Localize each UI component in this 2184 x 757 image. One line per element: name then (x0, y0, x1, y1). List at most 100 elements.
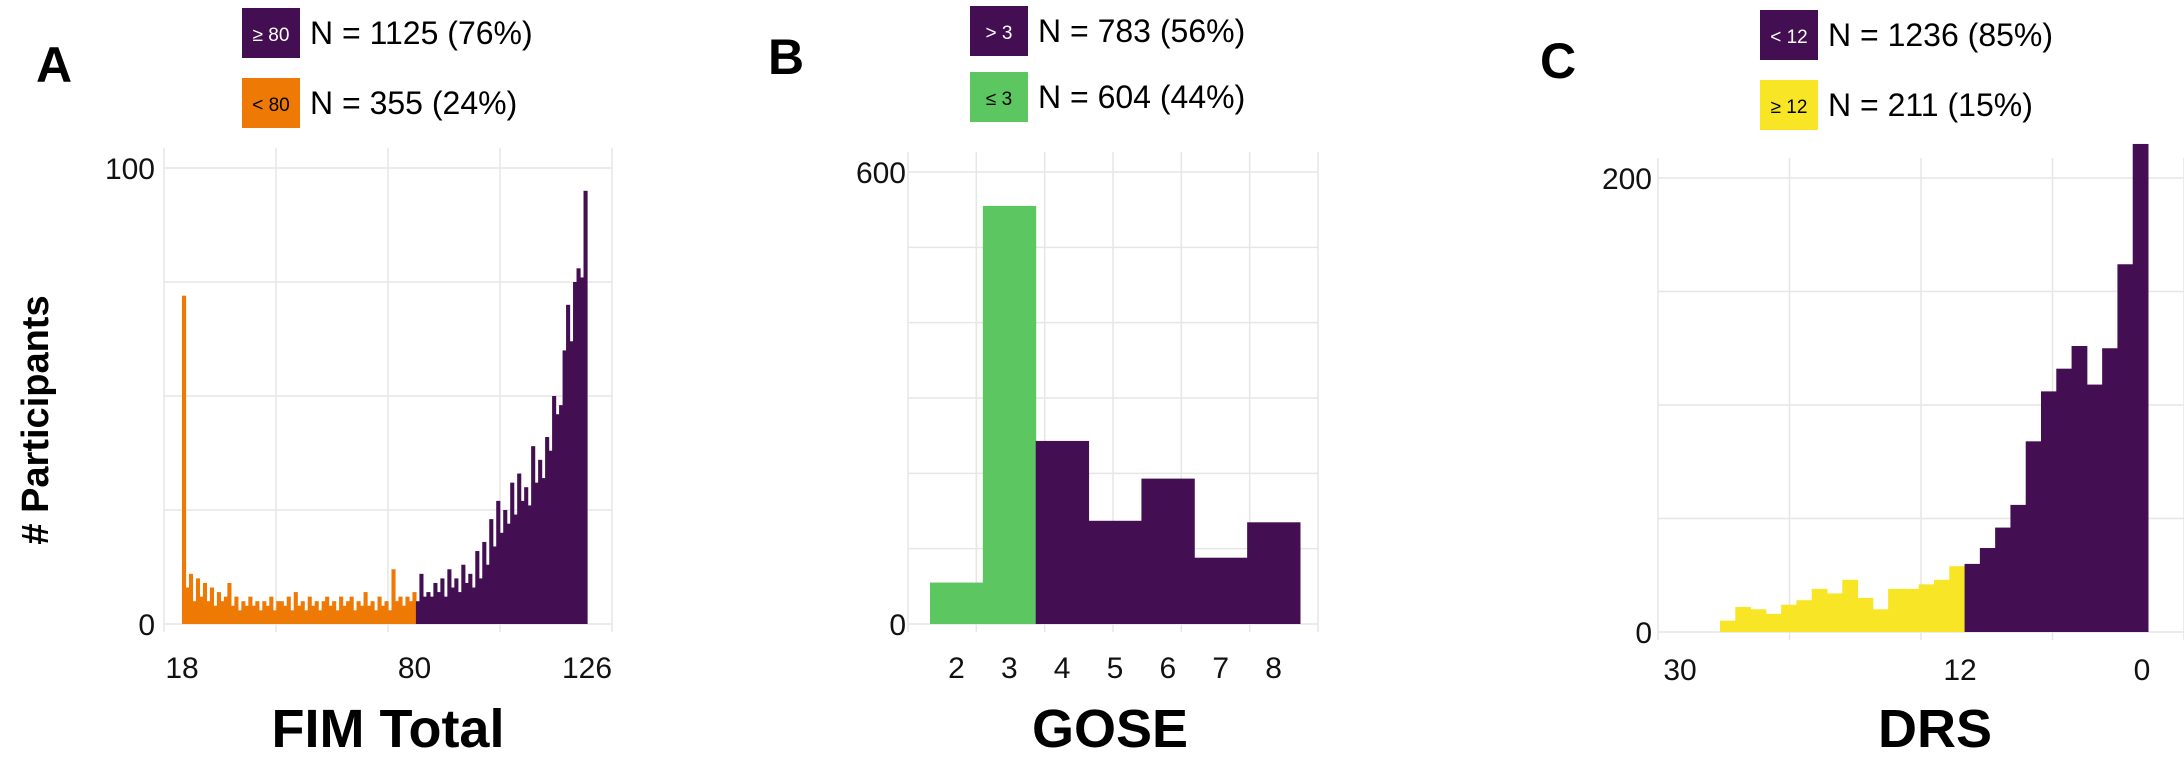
panel-a-bar (255, 601, 260, 624)
panel-a-bar (485, 564, 490, 624)
panel-a-bar (188, 573, 194, 624)
panel-a-bar (447, 569, 452, 624)
panel-a-bar (304, 610, 309, 624)
panel-b-bars (930, 205, 1301, 624)
panel-a-bar (339, 596, 344, 624)
panel-a-bar (552, 396, 557, 624)
panel-b-bar (930, 582, 984, 624)
panel-a-bar (545, 437, 550, 624)
panel-a-bar (499, 532, 504, 624)
panel-a-bar (335, 610, 340, 624)
panel-b-y-tick-label: 0 (889, 609, 906, 642)
panel-a-bar (436, 592, 441, 624)
panel-c-legend-swatch-0 (1760, 10, 1818, 60)
panel-a-x-tick-label: 80 (398, 652, 431, 685)
panel-b-x-tick-label: 4 (1054, 652, 1071, 685)
panel-a-bar (251, 605, 256, 624)
panel-a-bar (419, 573, 424, 624)
panel-b-letter: B (768, 29, 804, 85)
panel-c-x-tick-label: 30 (1663, 654, 1696, 687)
panel-a-bar (241, 601, 246, 624)
panel-a-bar (342, 605, 347, 624)
panel-c-bar (2010, 504, 2027, 632)
panel-a-bars (182, 190, 588, 625)
panel-a-bar (555, 414, 560, 624)
panel-a-legend-swatch-0 (242, 8, 300, 58)
panel-c-legend-label-1: N = 211 (15%) (1828, 87, 2033, 123)
panel-a-bar (332, 601, 337, 624)
panel-a-bar (248, 596, 253, 624)
panel-a-bar (527, 505, 532, 624)
panel-b: B 2 3 4 5 6 7 8 0 600 > 3 N = 783 (56%) ≤ 3 N = 604… (768, 6, 1319, 757)
panel-b-x-tick-label: 8 (1265, 652, 1282, 685)
panel-b-legend-label-1: N = 604 (44%) (1038, 79, 1245, 115)
panel-c-bar (1995, 527, 2011, 632)
panel-c-bar (1781, 604, 1797, 632)
panel-a-bar (293, 592, 298, 624)
panel-c-bar (1888, 588, 1904, 632)
panel-a-bar (461, 564, 466, 624)
panel-c-bar (2102, 348, 2118, 632)
panel-a-bar (311, 605, 316, 624)
panel-a-bar (503, 510, 508, 624)
panel-a-bar (202, 582, 208, 624)
panel-c-bars (1720, 143, 2149, 632)
panel-a-bar (524, 487, 529, 624)
panel-a-bar (234, 596, 239, 624)
panel-a-bar (195, 578, 201, 624)
panel-a-x-label: FIM Total (272, 699, 505, 757)
panel-b-x-tick-label: 3 (1001, 652, 1018, 685)
panel-b-bar (1035, 440, 1090, 624)
panel-a-bar (566, 304, 571, 624)
panel-a-bar (328, 605, 333, 624)
panel-a-bar (450, 587, 455, 624)
panel-a-bar (360, 605, 365, 624)
panel-c-bar (1903, 588, 1920, 632)
panel-a-ticks: 18 80 126 0 100 (105, 153, 612, 685)
panel-a-bar (265, 605, 270, 624)
panel-c-bar (1750, 609, 1767, 632)
panel-a-bar (300, 601, 305, 624)
panel-a-bar (363, 592, 368, 624)
panel-a-bar (583, 190, 588, 625)
panel-a-legend-label-0: N = 1125 (76%) (310, 15, 533, 51)
panel-b-x-tick-label: 6 (1160, 652, 1177, 685)
panel-a: A 18 80 126 0 100 ≥ 80 N = 1125 (76%) < 80 N = … (36, 8, 613, 757)
panel-c-bar (1811, 588, 1828, 632)
panel-b-bar (1247, 522, 1301, 624)
panel-a-bar (258, 610, 263, 624)
panel-a-bar (290, 610, 295, 624)
panel-a-bar (541, 478, 546, 624)
panel-b-ticks: 2 3 4 5 6 7 8 0 600 (856, 157, 1282, 685)
panel-c-bar (1842, 579, 1859, 632)
panel-a-bar (401, 605, 407, 624)
panel-b-x-label: GOSE (1032, 699, 1188, 757)
panel-c-bar (2056, 368, 2073, 632)
panel-a-bar (440, 578, 445, 624)
panel-a-bar (283, 605, 288, 624)
panel-a-bar (356, 601, 361, 624)
panel-a-bar (496, 500, 501, 624)
panel-a-bar (182, 295, 187, 624)
panel-a-bar (230, 605, 235, 624)
panel-a-bar (457, 592, 462, 624)
panel-c-ticks: 30 12 0 0 200 (1602, 163, 2150, 687)
panel-c-bar (2025, 441, 2042, 632)
panel-a-bar (237, 610, 242, 624)
panel-b-bar (1088, 520, 1142, 624)
panel-a-bar (325, 596, 330, 624)
panel-a-bar (408, 601, 414, 624)
panel-a-legend-label-1: N = 355 (24%) (310, 85, 517, 121)
panel-c-legend-label-0: N = 1236 (85%) (1828, 17, 2053, 53)
panel-b-legend-symbol-1: ≤ 3 (986, 89, 1012, 110)
panel-b-bar (1141, 478, 1195, 624)
panel-a-bar (562, 350, 567, 624)
panel-a-bar (349, 596, 354, 624)
panel-c-bar (2041, 391, 2057, 632)
panel-a-bar (517, 473, 522, 624)
panel-a-bar (513, 514, 518, 624)
panel-a-bar (321, 601, 326, 624)
panel-a-bar (227, 582, 232, 624)
panel-c-bar (1934, 579, 1950, 632)
